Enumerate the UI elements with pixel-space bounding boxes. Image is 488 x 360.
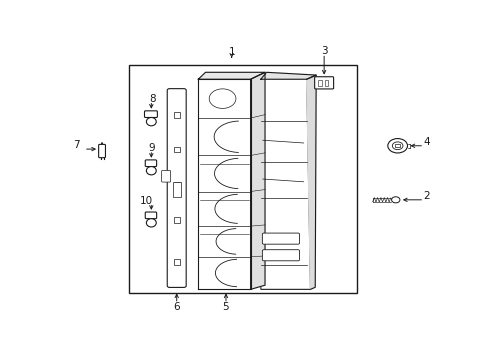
Text: 7: 7: [73, 140, 80, 150]
Bar: [318, 80, 322, 86]
FancyBboxPatch shape: [262, 233, 299, 244]
FancyBboxPatch shape: [262, 250, 299, 261]
Text: 10: 10: [140, 195, 153, 206]
Text: 6: 6: [173, 302, 180, 311]
Text: 9: 9: [148, 143, 155, 153]
FancyBboxPatch shape: [145, 160, 156, 167]
Polygon shape: [250, 72, 264, 289]
Circle shape: [391, 197, 399, 203]
FancyBboxPatch shape: [167, 89, 186, 287]
Bar: [173, 182, 180, 197]
Polygon shape: [198, 72, 264, 79]
Polygon shape: [260, 72, 316, 79]
Text: 1: 1: [228, 47, 235, 57]
Text: 2: 2: [423, 191, 429, 201]
Ellipse shape: [146, 167, 156, 175]
Text: 5: 5: [222, 302, 229, 311]
Circle shape: [387, 139, 407, 153]
FancyBboxPatch shape: [99, 144, 105, 158]
Text: 3: 3: [320, 46, 327, 56]
Text: 8: 8: [148, 94, 155, 104]
Polygon shape: [306, 75, 316, 289]
Polygon shape: [260, 79, 310, 289]
Circle shape: [391, 142, 402, 150]
Bar: [173, 217, 180, 222]
Bar: [324, 80, 327, 86]
Bar: [173, 182, 180, 187]
Bar: [129, 66, 356, 293]
FancyBboxPatch shape: [144, 111, 157, 117]
Bar: [173, 147, 180, 152]
Ellipse shape: [146, 117, 156, 126]
Bar: [395, 144, 399, 148]
Circle shape: [209, 89, 235, 108]
Bar: [173, 260, 180, 265]
Bar: [173, 112, 180, 118]
FancyBboxPatch shape: [314, 77, 333, 89]
Ellipse shape: [146, 219, 156, 227]
Text: 4: 4: [423, 136, 429, 147]
FancyBboxPatch shape: [161, 170, 170, 182]
FancyBboxPatch shape: [145, 212, 156, 219]
